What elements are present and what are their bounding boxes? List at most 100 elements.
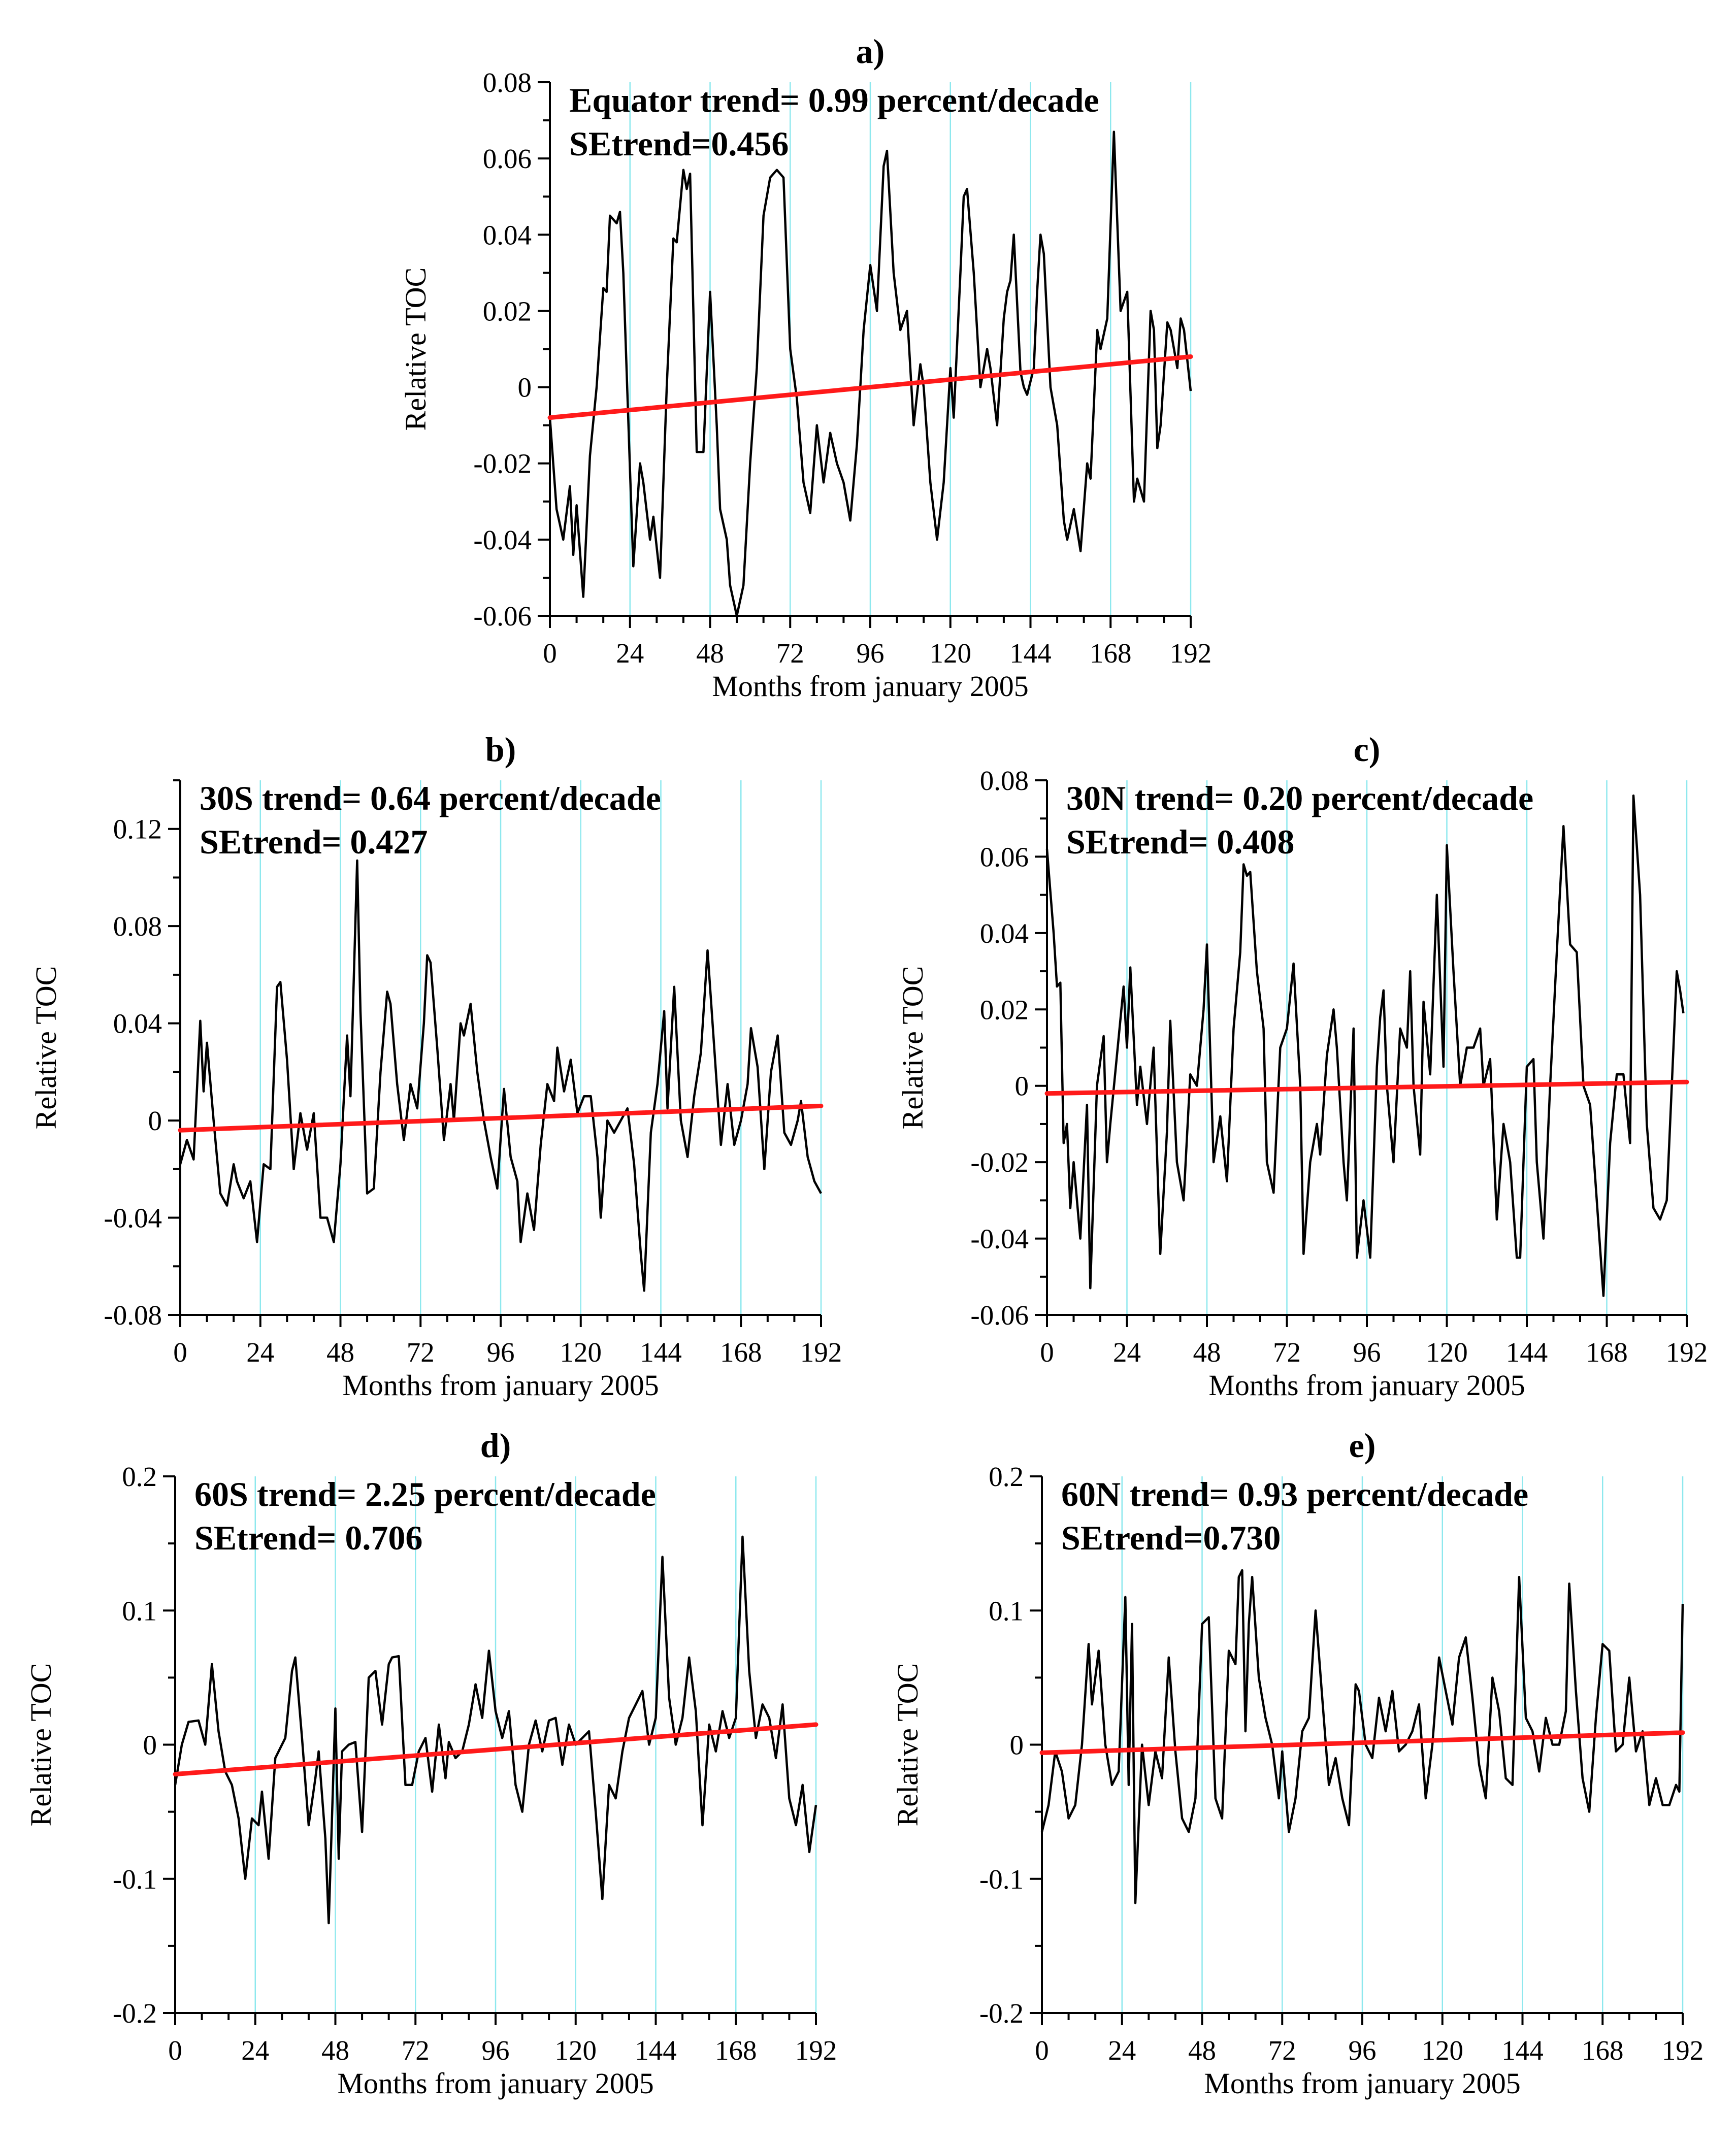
y-tick-label: 0.2 <box>989 1461 1024 1492</box>
x-axis-title: Months from january 2005 <box>1204 2067 1520 2100</box>
trend-annotation: 60N trend= 0.93 percent/decade <box>1061 1475 1528 1513</box>
trend-line <box>547 354 1193 420</box>
panel-label: c) <box>1354 730 1381 769</box>
panel-4: -0.2 -0.1 0 0.1 0.2 0 24 48 72 96 120 144 168 192 Mont… <box>24 1426 837 2100</box>
x-tick-label: 192 <box>795 2035 837 2066</box>
x-tick-label: 192 <box>1662 2035 1704 2066</box>
toc-series-line <box>1040 1569 1684 1904</box>
y-tick-label: -0.2 <box>113 1998 157 2029</box>
x-tick-label: 168 <box>715 2035 757 2066</box>
x-tick-label: 96 <box>1349 2035 1377 2066</box>
trend-annotation: 30S trend= 0.64 percent/decade <box>200 779 661 817</box>
x-tick-label: 0 <box>168 2035 182 2066</box>
y-tick-label: 0 <box>518 372 532 403</box>
x-axis-title: Months from january 2005 <box>337 2067 653 2100</box>
x-tick-label: 0 <box>543 638 557 669</box>
x-tick-label: 168 <box>1582 2035 1624 2066</box>
x-tick-label: 168 <box>1090 638 1132 669</box>
y-tick-label: 0.1 <box>122 1595 157 1626</box>
y-tick-label: 0.08 <box>483 67 532 98</box>
y-tick-label: 0.06 <box>980 841 1029 872</box>
x-tick-label: 48 <box>1193 1337 1221 1368</box>
x-tick-label: 0 <box>173 1337 187 1368</box>
y-tick-label: 0 <box>1010 1730 1024 1761</box>
x-tick-label: 120 <box>1422 2035 1464 2066</box>
toc-series-line <box>179 859 822 1292</box>
y-tick-label: -0.08 <box>104 1300 162 1331</box>
setrend-annotation: SEtrend= 0.427 <box>200 822 428 861</box>
setrend-annotation: SEtrend= 0.706 <box>194 1519 422 1557</box>
y-tick-label: -0.1 <box>113 1864 157 1895</box>
x-tick-label: 144 <box>1506 1337 1548 1368</box>
y-tick-label: 0 <box>1015 1071 1029 1102</box>
x-tick-label: 72 <box>776 638 804 669</box>
panel-label: e) <box>1349 1426 1376 1465</box>
y-tick-label: -0.04 <box>104 1203 162 1234</box>
x-tick-label: 144 <box>640 1337 682 1368</box>
y-axis-title: Relative TOC <box>29 966 62 1130</box>
panel-label: a) <box>856 32 885 71</box>
x-tick-label: 72 <box>402 2035 430 2066</box>
x-tick-label: 168 <box>720 1337 762 1368</box>
x-tick-label: 192 <box>800 1337 842 1368</box>
trend-annotation: 60S trend= 2.25 percent/decade <box>194 1475 656 1513</box>
y-tick-label: -0.02 <box>473 448 532 479</box>
x-tick-label: 168 <box>1586 1337 1628 1368</box>
x-tick-label: 192 <box>1666 1337 1708 1368</box>
x-tick-label: 24 <box>1108 2035 1136 2066</box>
setrend-annotation: SEtrend= 0.408 <box>1066 822 1294 861</box>
x-tick-label: 96 <box>482 2035 510 2066</box>
x-tick-label: 24 <box>246 1337 274 1368</box>
panel-2: -0.08 -0.04 0 0.04 0.08 0.12 0 24 48 72 96 120 144 16… <box>29 730 842 1402</box>
x-tick-label: 48 <box>696 638 724 669</box>
x-axis-title: Months from january 2005 <box>1208 1369 1525 1402</box>
y-tick-label: 0.1 <box>989 1595 1024 1626</box>
x-tick-label: 96 <box>1353 1337 1381 1368</box>
y-tick-label: -0.06 <box>473 601 532 632</box>
panel-3: -0.06 -0.04 -0.02 0 0.02 0.04 0.06 0.08 0 24 48 72 9… <box>896 730 1708 1402</box>
trend-line <box>1039 1730 1685 1755</box>
y-tick-label: -0.06 <box>970 1300 1029 1331</box>
x-tick-label: 24 <box>1113 1337 1141 1368</box>
y-tick-label: 0.02 <box>483 295 532 326</box>
x-tick-label: 72 <box>407 1337 435 1368</box>
x-tick-label: 120 <box>1426 1337 1468 1368</box>
x-tick-label: 192 <box>1170 638 1212 669</box>
x-tick-label: 24 <box>241 2035 269 2066</box>
panel-1: -0.06 -0.04 -0.02 0 0.02 0.04 0.06 0.08 0 24 48 72 9… <box>399 32 1211 703</box>
y-tick-label: 0.06 <box>483 143 532 174</box>
x-tick-label: 120 <box>555 2035 597 2066</box>
y-axis-title: Relative TOC <box>399 268 432 431</box>
y-tick-label: 0.08 <box>980 765 1029 796</box>
y-tick-label: -0.04 <box>970 1224 1029 1255</box>
y-axis-title: Relative TOC <box>891 1663 924 1827</box>
x-tick-label: 144 <box>1009 638 1052 669</box>
x-tick-label: 120 <box>930 638 972 669</box>
trend-line <box>1044 1079 1689 1096</box>
x-axis-title: Months from january 2005 <box>342 1369 659 1402</box>
setrend-annotation: SEtrend=0.456 <box>569 124 789 163</box>
x-tick-label: 48 <box>326 1337 354 1368</box>
y-tick-label: 0.04 <box>113 1008 162 1039</box>
toc-series-line <box>548 130 1192 617</box>
trend-line <box>173 1722 818 1777</box>
y-axis-title: Relative TOC <box>896 966 929 1130</box>
x-axis-title: Months from january 2005 <box>712 670 1028 703</box>
y-tick-label: -0.2 <box>979 1998 1024 2029</box>
x-tick-label: 96 <box>487 1337 515 1368</box>
x-tick-label: 120 <box>560 1337 602 1368</box>
trend-annotation: Equator trend= 0.99 percent/decade <box>569 81 1099 119</box>
toc-series-line <box>1045 794 1685 1297</box>
y-tick-label: 0.08 <box>113 911 162 942</box>
x-tick-label: 96 <box>857 638 885 669</box>
y-tick-label: 0.12 <box>113 814 162 845</box>
x-tick-label: 144 <box>635 2035 677 2066</box>
trend-annotation: 30N trend= 0.20 percent/decade <box>1066 779 1533 817</box>
y-axis-title: Relative TOC <box>24 1663 57 1827</box>
panel-label: b) <box>485 730 516 769</box>
setrend-annotation: SEtrend=0.730 <box>1061 1519 1281 1557</box>
y-tick-label: -0.02 <box>970 1147 1029 1178</box>
x-tick-label: 72 <box>1273 1337 1301 1368</box>
y-tick-label: 0.04 <box>483 219 532 250</box>
